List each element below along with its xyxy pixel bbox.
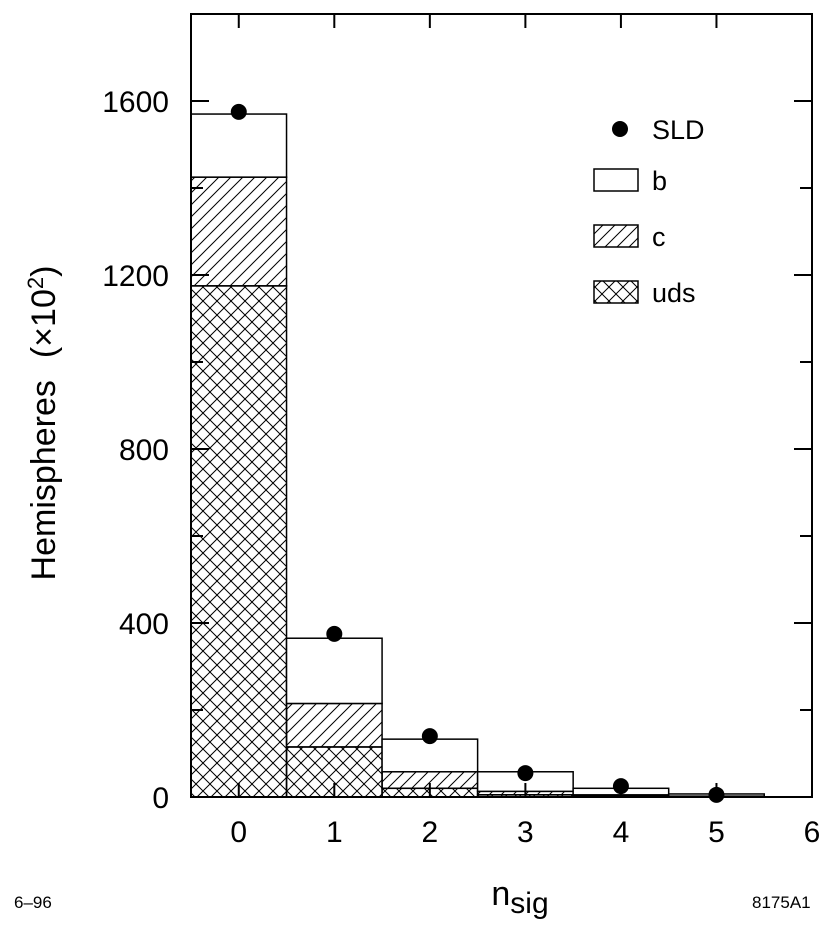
y-axis-title-unit: (×10 xyxy=(25,289,63,358)
bar-c-0 xyxy=(190,176,288,287)
x-tick-label-5: 5 xyxy=(708,816,725,849)
y-axis-title-unit-close: ) xyxy=(25,266,63,277)
bar-uds-0 xyxy=(190,285,288,798)
legend-label-c: c xyxy=(652,222,666,252)
x-axis-title: nsig xyxy=(491,875,548,920)
legend-swatch-c xyxy=(593,224,639,248)
x-tick-label-1: 1 xyxy=(326,816,343,849)
legend-swatch-uds xyxy=(593,280,639,304)
legend-marker-SLD xyxy=(612,121,628,137)
x-tick-label-0: 0 xyxy=(230,816,247,849)
bar-b-0 xyxy=(190,113,288,178)
x-tick-label-2: 2 xyxy=(422,816,439,849)
y-tick-label-400: 400 xyxy=(119,608,169,641)
tick-labels-layer: 0 1 2 3 4 5 6 0 400 800 1200 1600 xyxy=(102,86,820,849)
legend-label-SLD: SLD xyxy=(652,115,705,145)
y-tick-label-0: 0 xyxy=(152,782,169,815)
x-tick-label-3: 3 xyxy=(517,816,534,849)
y-axis-title-exponent: 2 xyxy=(23,277,48,289)
y-axis-title: Hemispheres (×102) xyxy=(23,266,63,581)
y-tick-label-800: 800 xyxy=(119,434,169,467)
point-SLD-2 xyxy=(421,728,438,745)
point-SLD-3 xyxy=(517,765,534,782)
y-tick-label-1600: 1600 xyxy=(102,86,169,119)
point-SLD-0 xyxy=(230,103,247,120)
x-axis-title-subscript: sig xyxy=(510,887,548,920)
x-axis-title-main: n xyxy=(491,875,510,913)
footnote-left: 6–96 xyxy=(14,893,52,912)
x-tick-label-6: 6 xyxy=(804,816,821,849)
point-SLD-1 xyxy=(326,625,343,642)
x-tick-label-4: 4 xyxy=(613,816,630,849)
legend-swatch-b xyxy=(593,168,639,192)
bar-c-1 xyxy=(285,702,383,748)
legend: SLD bc uds xyxy=(593,115,705,308)
ticks-layer xyxy=(191,13,813,798)
legend-label-uds: uds xyxy=(652,278,696,308)
plot-frame xyxy=(190,13,813,798)
legend-label-b: b xyxy=(652,166,667,196)
y-axis-title-main: Hemispheres xyxy=(25,380,63,580)
footnote-right: 8175A1 xyxy=(752,893,811,912)
bars-layer xyxy=(190,113,765,798)
y-tick-label-1200: 1200 xyxy=(102,260,169,293)
bar-b-1 xyxy=(285,637,383,705)
